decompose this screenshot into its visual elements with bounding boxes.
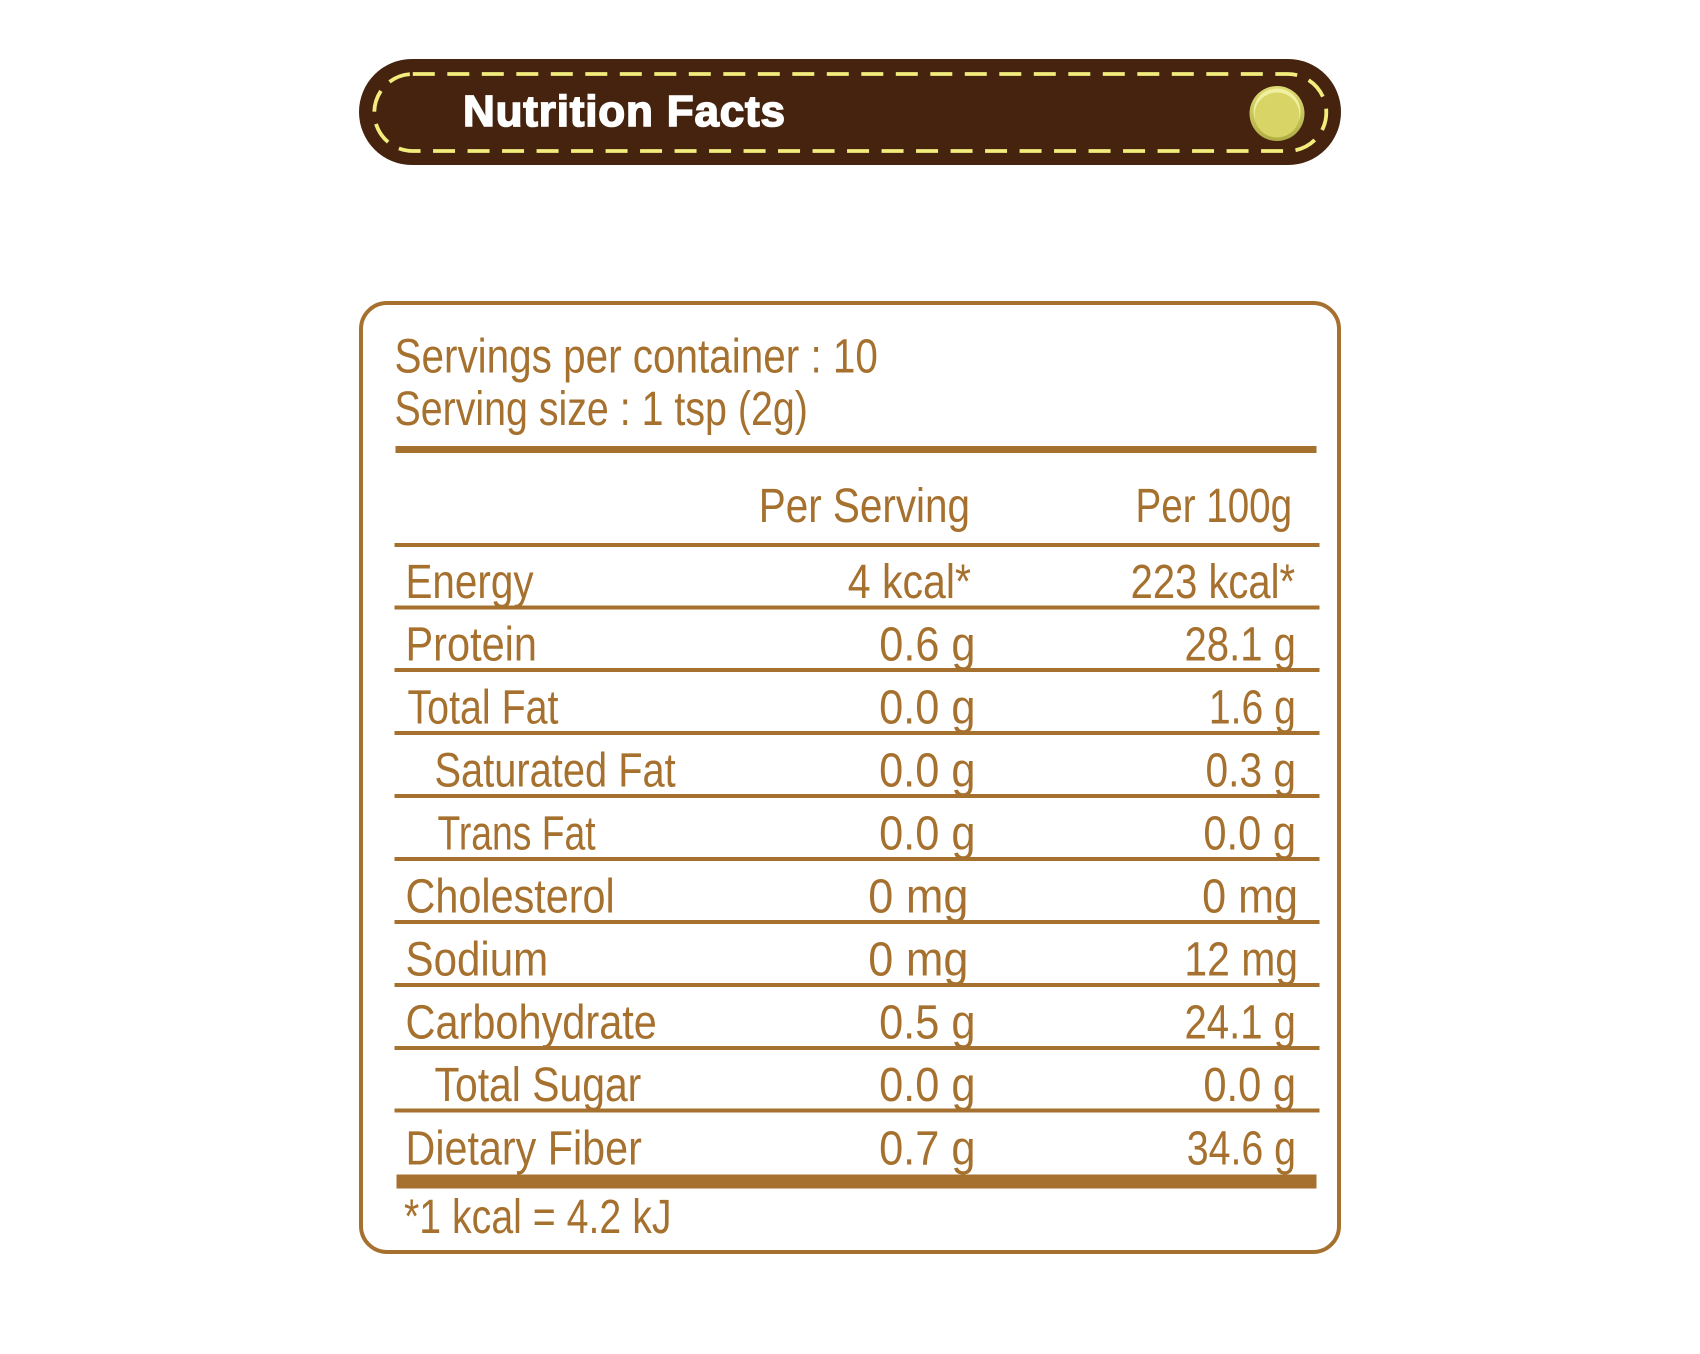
svg-text:0 mg: 0 mg [1202,869,1298,923]
svg-text:0.5 g: 0.5 g [879,995,975,1049]
svg-text:Per 100g: Per 100g [1136,480,1293,533]
svg-text:Servings per container : 10: Servings per container : 10 [395,330,878,383]
svg-text:0.0 g: 0.0 g [879,743,975,797]
svg-text:0.3 g: 0.3 g [1206,744,1296,797]
svg-text:12 mg: 12 mg [1184,934,1298,987]
svg-text:Serving size : 1 tsp (2g): Serving size : 1 tsp (2g) [395,382,808,436]
svg-text:4 kcal*: 4 kcal* [848,556,971,609]
svg-text:Dietary Fiber: Dietary Fiber [405,1122,641,1176]
svg-text:0 mg: 0 mg [868,869,968,923]
svg-text:34.6 g: 34.6 g [1187,1122,1296,1176]
svg-text:0.0 g: 0.0 g [879,1058,975,1112]
svg-text:0.7 g: 0.7 g [879,1121,975,1175]
svg-text:0.0 g: 0.0 g [1203,1057,1296,1111]
svg-text:1.6 g: 1.6 g [1209,681,1296,735]
svg-text:Saturated Fat: Saturated Fat [435,744,676,797]
svg-text:Carbohydrate: Carbohydrate [406,995,657,1050]
svg-text:0.0 g: 0.0 g [879,680,975,734]
svg-text:Total Sugar: Total Sugar [435,1059,642,1112]
svg-text:0.0 g: 0.0 g [1203,806,1296,860]
svg-text:0 mg: 0 mg [868,932,968,986]
svg-text:Per Serving: Per Serving [759,480,970,533]
svg-text:Energy: Energy [405,556,534,609]
svg-text:Protein: Protein [406,617,537,672]
svg-text:Sodium: Sodium [406,932,549,986]
svg-text:*1 kcal = 4.2 kJ: *1 kcal = 4.2 kJ [404,1190,672,1244]
svg-text:Trans Fat: Trans Fat [437,807,595,861]
svg-text:0.0 g: 0.0 g [879,806,975,860]
svg-text:223 kcal*: 223 kcal* [1131,556,1295,609]
svg-text:24.1 g: 24.1 g [1184,996,1296,1049]
svg-text:Cholesterol: Cholesterol [406,870,615,924]
svg-text:Total Fat: Total Fat [407,681,558,735]
svg-text:Nutrition Facts: Nutrition Facts [463,87,785,136]
svg-text:0.6 g: 0.6 g [879,617,975,671]
svg-text:28.1 g: 28.1 g [1184,618,1296,671]
